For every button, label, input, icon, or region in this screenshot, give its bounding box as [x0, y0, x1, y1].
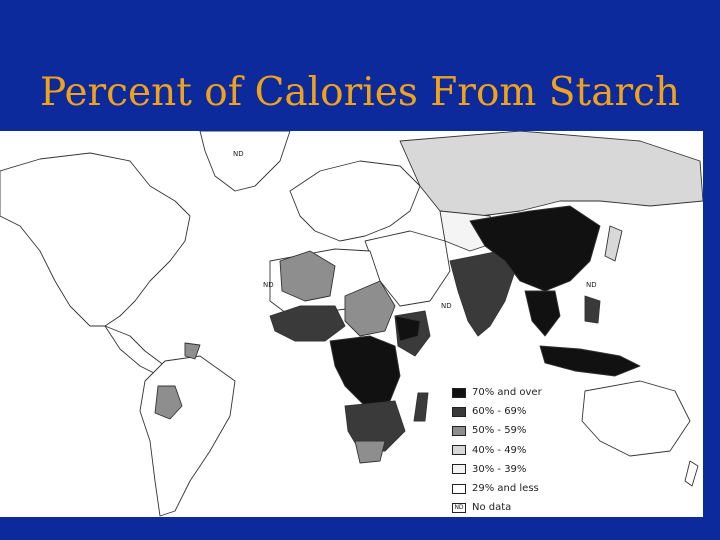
region-bolivia	[154, 385, 183, 420]
region-north-asia	[399, 131, 703, 217]
legend-swatch	[452, 387, 466, 398]
region-south-africa	[354, 440, 386, 464]
region-madagascar	[413, 392, 429, 422]
region-middle-east	[364, 230, 451, 307]
region-guyana	[184, 342, 201, 360]
region-north-america	[0, 152, 191, 327]
slide-title: Percent of Calories From Starch	[39, 70, 681, 115]
legend-swatch	[452, 406, 466, 417]
region-ethiopia	[394, 315, 421, 342]
nd-label-west-africa: ND	[263, 281, 274, 289]
legend-item: ND No data	[452, 498, 562, 517]
map-legend: 70% and over 60% - 69% 50% - 59% 40% - 49% 3…	[452, 383, 562, 517]
legend-item: 40% - 49%	[452, 441, 562, 460]
legend-label: 30% - 39%	[472, 463, 527, 475]
nd-label-greenland: ND	[233, 150, 244, 158]
legend-swatch	[452, 464, 466, 475]
world-map: ND ND ND ND 70% and over 60% - 69% 50% - 5…	[0, 131, 703, 517]
region-southeast-asia	[524, 290, 561, 337]
legend-label: 60% - 69%	[472, 406, 527, 418]
legend-item: 60% - 69%	[452, 402, 562, 421]
region-europe	[289, 160, 421, 242]
legend-swatch	[452, 445, 466, 456]
legend-swatch	[452, 483, 466, 494]
legend-label: 50% - 59%	[472, 425, 527, 437]
region-india	[449, 250, 516, 337]
region-indonesia	[539, 345, 641, 377]
region-south-america	[139, 355, 236, 517]
legend-swatch	[452, 425, 466, 436]
region-central-africa	[329, 335, 401, 407]
legend-item: 70% and over	[452, 383, 562, 402]
legend-item: 30% - 39%	[452, 460, 562, 479]
region-sahel-east	[344, 280, 396, 337]
region-sahel	[279, 250, 336, 302]
legend-label: 29% and less	[472, 483, 539, 495]
region-west-africa	[269, 305, 346, 342]
world-map-svg: ND ND ND ND	[0, 131, 703, 517]
legend-label: No data	[472, 502, 512, 514]
legend-item: 50% - 59%	[452, 421, 562, 440]
region-australia	[581, 380, 691, 457]
region-philippines	[584, 295, 601, 324]
legend-item: 29% and less	[452, 479, 562, 498]
region-greenland	[199, 131, 291, 192]
legend-label: 70% and over	[472, 387, 542, 399]
nd-label-east-asia: ND	[586, 281, 597, 289]
region-central-america	[104, 325, 166, 377]
legend-label: 40% - 49%	[472, 444, 527, 456]
region-japan	[604, 225, 623, 262]
nd-label-middle-east: ND	[441, 302, 452, 310]
region-china	[469, 205, 601, 292]
region-new-zealand	[684, 460, 699, 487]
legend-swatch: ND	[452, 502, 466, 513]
region-southern-africa	[344, 400, 406, 452]
